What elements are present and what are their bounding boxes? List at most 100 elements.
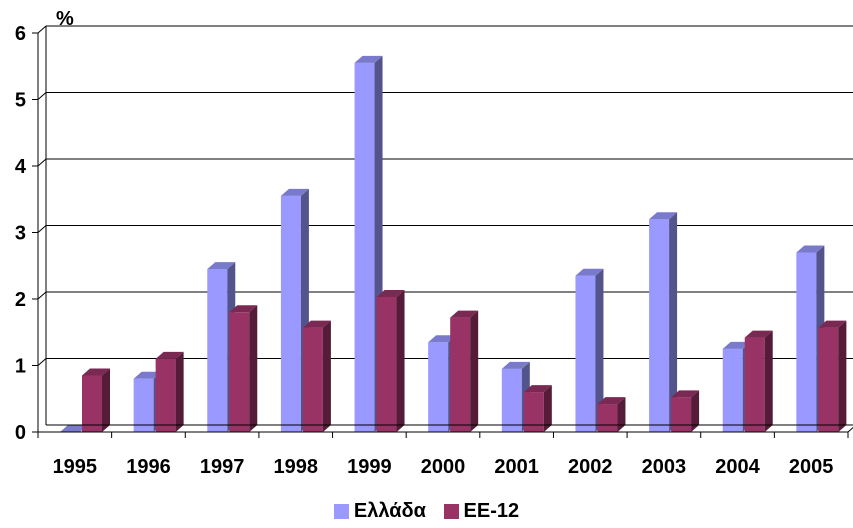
bar-top [354, 55, 383, 63]
bar [60, 425, 88, 432]
bar [82, 368, 110, 432]
gridline-depth [37, 158, 47, 167]
x-tick-label: 1997 [200, 456, 245, 478]
bar-top [229, 305, 258, 313]
bar [597, 397, 626, 432]
bar-top [818, 320, 847, 328]
bars [60, 55, 847, 433]
bar [649, 212, 678, 432]
legend-swatch-greece [333, 504, 349, 519]
bar [376, 290, 405, 432]
x-tick-label: 2005 [789, 456, 834, 478]
bar-front [671, 397, 692, 432]
bar-side [691, 390, 700, 432]
axes [32, 26, 853, 438]
bar-front [302, 327, 323, 432]
bar-front [280, 195, 301, 432]
bar-side [249, 305, 258, 432]
bar-front [155, 358, 176, 432]
bar [575, 268, 604, 432]
legend-item-greece: Ελλάδα [333, 500, 426, 523]
bar-side [669, 212, 678, 432]
legend-label-greece: Ελλάδα [353, 500, 426, 522]
bar-top [722, 341, 751, 349]
gridline-depth [37, 92, 47, 100]
bar-top [450, 310, 479, 318]
x-tick-label: 2001 [494, 456, 539, 478]
x-tick-label: 2000 [421, 456, 466, 478]
gridline-depth [37, 358, 47, 366]
bar-front [450, 317, 471, 432]
bar-front [133, 378, 154, 432]
bar-top [207, 262, 236, 270]
tick-labels: 0 1 2 3 4 5 6 1995 1996 1997 1998 1999 2000 2001 2002 2… [15, 23, 834, 478]
bar-front [229, 312, 250, 432]
bar-front [354, 62, 375, 433]
bar-side [470, 310, 479, 432]
x-tick-label: 1998 [273, 456, 318, 478]
y-tick-label: 0 [15, 422, 26, 444]
bar-side [764, 330, 773, 432]
floor-right-edge [847, 426, 853, 433]
bar-front [796, 252, 817, 432]
x-tick-label: 2004 [715, 456, 760, 478]
y-tick-label: 3 [15, 223, 26, 245]
bar-top [744, 330, 773, 338]
y-tick-label: 4 [15, 156, 27, 178]
bar [302, 320, 331, 432]
bar [818, 320, 847, 432]
bar-front [428, 342, 449, 432]
bar-top [796, 245, 825, 253]
bar-top [280, 188, 309, 196]
bar-front [575, 275, 596, 432]
gridline-depth [37, 225, 47, 233]
bar-side [595, 268, 604, 432]
bar-front [649, 219, 670, 432]
bar-front [523, 392, 544, 432]
bar [523, 385, 552, 432]
gridline-depth [37, 291, 47, 300]
bar-side [838, 320, 847, 432]
y-tick-label: 1 [15, 356, 26, 378]
bar-side [175, 351, 184, 432]
bar-top [597, 397, 626, 405]
bar-front [82, 375, 102, 432]
gridlines [37, 25, 853, 366]
bar [450, 310, 479, 432]
bar [671, 390, 700, 432]
bar-side [396, 290, 405, 432]
bar-side [543, 385, 552, 432]
x-tick-label: 2003 [642, 456, 687, 478]
y-tick-label: 5 [15, 90, 26, 112]
bar [229, 305, 258, 432]
bar-top [60, 425, 88, 432]
x-tick-label: 2002 [568, 456, 613, 478]
bar-front [207, 269, 228, 432]
bar-top [82, 368, 110, 376]
bar-top [575, 268, 604, 276]
bar-front [818, 327, 839, 432]
bar [155, 351, 184, 432]
bar-front [597, 404, 618, 432]
bar-side [102, 368, 110, 432]
x-tick-label: 1999 [347, 456, 392, 478]
legend-swatch-eu12 [443, 504, 459, 519]
bar-top [133, 371, 162, 379]
bar-top [671, 390, 700, 398]
bar-top [376, 290, 405, 298]
legend-label-eu12: ΕΕ-12 [463, 500, 520, 522]
bar-front [722, 348, 743, 432]
legend: Ελλάδα ΕΕ-12 [0, 500, 853, 525]
bar-top [155, 351, 184, 359]
bar-front [501, 368, 522, 432]
bar-side [322, 320, 331, 432]
bar-top [501, 361, 530, 369]
x-tick-label: 1996 [126, 456, 171, 478]
bar-top [428, 335, 457, 343]
gridline-depth [37, 25, 47, 34]
bar-top [523, 385, 552, 393]
y-axis-label: % [56, 8, 74, 30]
bar-top [649, 212, 678, 220]
bar-side [617, 397, 626, 432]
